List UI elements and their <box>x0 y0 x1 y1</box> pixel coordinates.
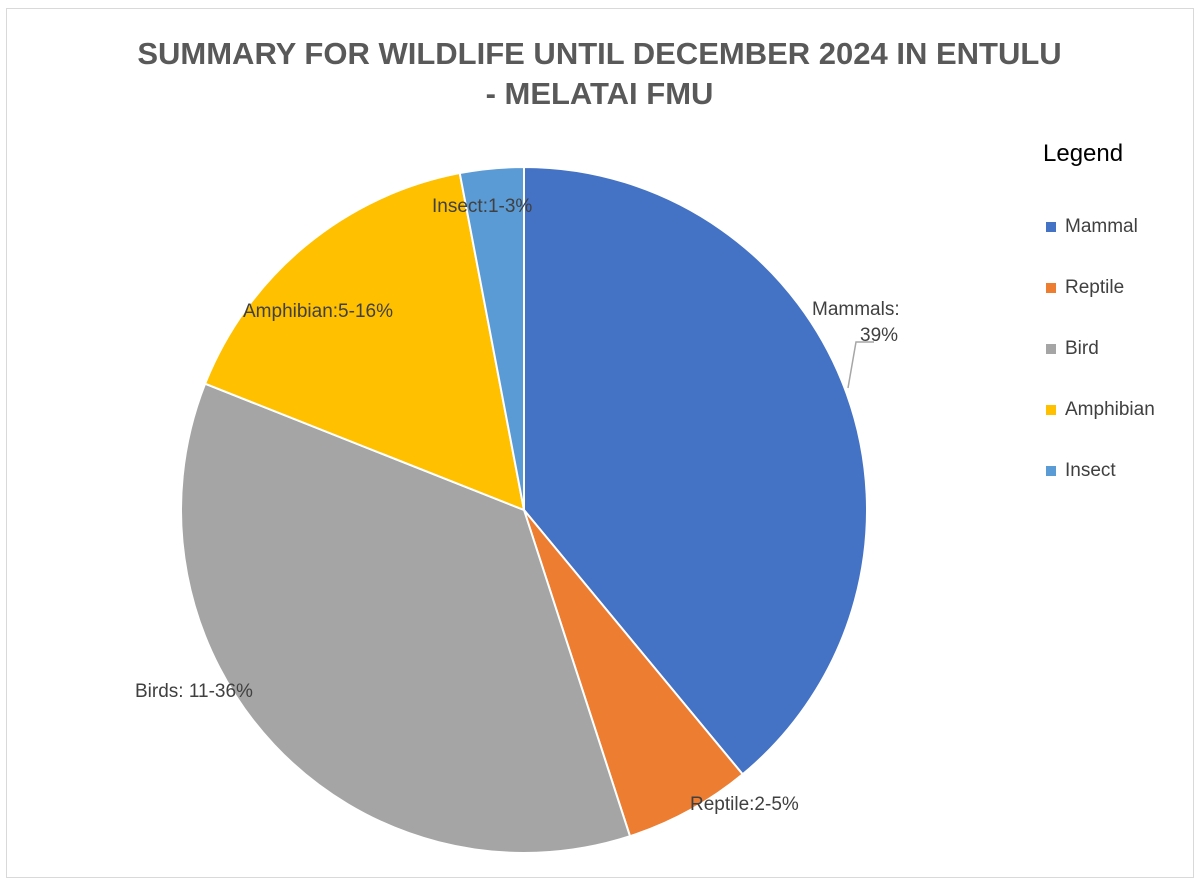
legend-label-reptile: Reptile <box>1065 277 1125 298</box>
pie-slice-insect <box>458 165 525 511</box>
chart-title: SUMMARY FOR WILDLIFE UNTIL DECEMBER 2024… <box>0 34 1199 114</box>
legend-label-insect: Insect <box>1065 460 1116 481</box>
data-label-reptile: Reptile:2-5% <box>690 794 799 815</box>
pie-slice-amphibian <box>203 171 526 512</box>
legend-label-bird: Bird <box>1065 338 1099 359</box>
legend-label-mammal: Mammal <box>1065 216 1138 237</box>
data-label-insect: Insect:1-3% <box>432 196 532 217</box>
legend-item-amphibian: Amphibian <box>1046 399 1155 421</box>
legend-swatch-mammal <box>1046 222 1056 232</box>
data-label-mammal-line-1: Mammals: <box>812 299 900 320</box>
legend-item-reptile: Reptile <box>1046 277 1124 299</box>
legend: Legend Mammal Reptile Bird Amphibian Insect <box>1043 136 1193 481</box>
legend-swatch-bird <box>1046 344 1056 354</box>
legend-item-bird: Bird <box>1046 338 1099 360</box>
data-label-amphibian: Amphibian:5-16% <box>243 301 393 322</box>
chart-title-line-1: SUMMARY FOR WILDLIFE UNTIL DECEMBER 2024… <box>137 36 1062 71</box>
legend-swatch-reptile <box>1046 283 1056 293</box>
legend-title: Legend <box>1043 140 1124 167</box>
leader-line-mammal <box>847 341 874 389</box>
chart-title-line-2: - MELATAI FMU <box>485 76 714 111</box>
legend-swatch-amphibian <box>1046 405 1056 415</box>
data-label-bird: Birds: 11-36% <box>135 681 253 702</box>
pie-slice-mammal <box>523 165 868 776</box>
pie-slice-bird <box>180 382 632 854</box>
data-label-mammal-line-2: 39% <box>860 325 898 346</box>
legend-item-mammal: Mammal <box>1046 216 1138 238</box>
legend-swatch-insect <box>1046 466 1056 476</box>
pie-slice-reptile <box>523 509 745 838</box>
legend-label-amphibian: Amphibian <box>1065 399 1155 420</box>
legend-item-insect: Insect <box>1046 460 1116 482</box>
